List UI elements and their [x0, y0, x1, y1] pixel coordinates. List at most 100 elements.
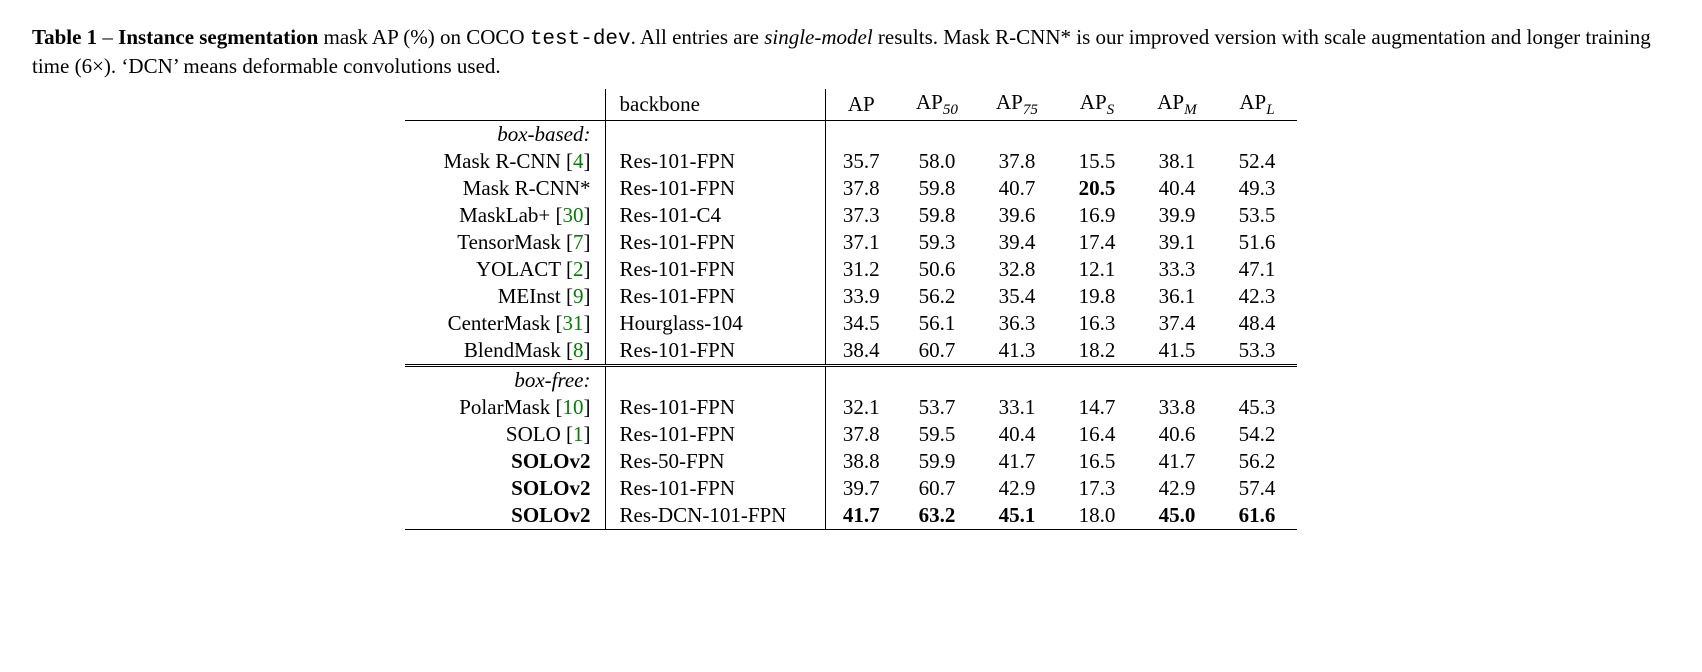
ap75-cell: 41.7 [977, 448, 1057, 475]
table-row: CenterMask [31]Hourglass-10434.556.136.3… [405, 310, 1297, 337]
backbone-cell: Res-101-FPN [605, 283, 825, 310]
aps-cell: 16.4 [1057, 421, 1137, 448]
apm-cell: 33.3 [1137, 256, 1217, 283]
table-row: SOLO [1]Res-101-FPN37.859.540.416.440.65… [405, 421, 1297, 448]
ap-cell: 33.9 [825, 283, 897, 310]
backbone-cell: Res-DCN-101-FPN [605, 502, 825, 530]
aps-cell: 12.1 [1057, 256, 1137, 283]
ap75-cell: 35.4 [977, 283, 1057, 310]
apm-cell: 40.6 [1137, 421, 1217, 448]
col-aps: APS [1057, 89, 1137, 121]
table-row: Mask R-CNN*Res-101-FPN37.859.840.720.540… [405, 175, 1297, 202]
apl-cell: 47.1 [1217, 256, 1297, 283]
method-cell: TensorMask [7] [405, 229, 605, 256]
apm-cell: 42.9 [1137, 475, 1217, 502]
aps-cell: 18.0 [1057, 502, 1137, 530]
method-cell: PolarMask [10] [405, 394, 605, 421]
method-cell: BlendMask [8] [405, 337, 605, 366]
apm-cell: 45.0 [1137, 502, 1217, 530]
apm-cell: 39.1 [1137, 229, 1217, 256]
backbone-cell: Res-101-FPN [605, 175, 825, 202]
apl-cell: 53.5 [1217, 202, 1297, 229]
method-cell: SOLOv2 [405, 448, 605, 475]
ap50-cell: 59.8 [897, 202, 977, 229]
method-cell: SOLOv2 [405, 475, 605, 502]
ap75-cell: 36.3 [977, 310, 1057, 337]
backbone-cell: Res-101-C4 [605, 202, 825, 229]
col-apm: APM [1137, 89, 1217, 121]
aps-cell: 16.9 [1057, 202, 1137, 229]
apl-cell: 54.2 [1217, 421, 1297, 448]
ap75-cell: 39.4 [977, 229, 1057, 256]
ap50-cell: 59.3 [897, 229, 977, 256]
ap50-cell: 60.7 [897, 475, 977, 502]
aps-cell: 16.3 [1057, 310, 1137, 337]
apm-cell: 41.7 [1137, 448, 1217, 475]
ap-cell: 41.7 [825, 502, 897, 530]
section-row: box-free: [405, 365, 1297, 394]
ap-cell: 32.1 [825, 394, 897, 421]
ap-cell: 37.3 [825, 202, 897, 229]
aps-cell: 19.8 [1057, 283, 1137, 310]
col-ap: AP [825, 89, 897, 121]
table-row: Mask R-CNN [4]Res-101-FPN35.758.037.815.… [405, 148, 1297, 175]
backbone-cell: Res-101-FPN [605, 229, 825, 256]
apl-cell: 52.4 [1217, 148, 1297, 175]
caption-title: Instance segmentation [118, 25, 318, 49]
method-cell: MaskLab+ [30] [405, 202, 605, 229]
table-caption: Table 1 – Instance segmentation mask AP … [32, 24, 1670, 81]
ap-cell: 37.1 [825, 229, 897, 256]
ap-cell: 37.8 [825, 421, 897, 448]
caption-code: test-dev [530, 28, 631, 51]
col-backbone: backbone [605, 89, 825, 121]
apm-cell: 33.8 [1137, 394, 1217, 421]
results-table: backbone AP AP50 AP75 APS APM APL box-ba… [405, 89, 1297, 530]
method-cell: SOLOv2 [405, 502, 605, 530]
ap-cell: 38.8 [825, 448, 897, 475]
apl-cell: 49.3 [1217, 175, 1297, 202]
ap50-cell: 56.2 [897, 283, 977, 310]
ap50-cell: 63.2 [897, 502, 977, 530]
apm-cell: 38.1 [1137, 148, 1217, 175]
ap50-cell: 59.9 [897, 448, 977, 475]
table-row: SOLOv2Res-DCN-101-FPN41.763.245.118.045.… [405, 502, 1297, 530]
backbone-cell: Res-50-FPN [605, 448, 825, 475]
apm-cell: 39.9 [1137, 202, 1217, 229]
backbone-cell: Res-101-FPN [605, 148, 825, 175]
aps-cell: 18.2 [1057, 337, 1137, 366]
method-cell: YOLACT [2] [405, 256, 605, 283]
aps-cell: 17.3 [1057, 475, 1137, 502]
aps-cell: 14.7 [1057, 394, 1137, 421]
aps-cell: 20.5 [1057, 175, 1137, 202]
section-row: box-based: [405, 120, 1297, 148]
apl-cell: 48.4 [1217, 310, 1297, 337]
ap50-cell: 59.5 [897, 421, 977, 448]
backbone-cell: Res-101-FPN [605, 256, 825, 283]
ap-cell: 34.5 [825, 310, 897, 337]
backbone-cell: Res-101-FPN [605, 337, 825, 366]
ap-cell: 38.4 [825, 337, 897, 366]
ap-cell: 31.2 [825, 256, 897, 283]
ap50-cell: 53.7 [897, 394, 977, 421]
table-row: SOLOv2Res-101-FPN39.760.742.917.342.957.… [405, 475, 1297, 502]
apm-cell: 37.4 [1137, 310, 1217, 337]
apl-cell: 45.3 [1217, 394, 1297, 421]
ap-cell: 39.7 [825, 475, 897, 502]
table-row: YOLACT [2]Res-101-FPN31.250.632.812.133.… [405, 256, 1297, 283]
table-row: BlendMask [8]Res-101-FPN38.460.741.318.2… [405, 337, 1297, 366]
method-cell: MEInst [9] [405, 283, 605, 310]
col-ap50: AP50 [897, 89, 977, 121]
ap75-cell: 41.3 [977, 337, 1057, 366]
ap75-cell: 42.9 [977, 475, 1057, 502]
ap75-cell: 40.7 [977, 175, 1057, 202]
method-cell: Mask R-CNN [4] [405, 148, 605, 175]
section-label: box-based: [405, 120, 605, 148]
ap75-cell: 45.1 [977, 502, 1057, 530]
ap50-cell: 58.0 [897, 148, 977, 175]
apl-cell: 61.6 [1217, 502, 1297, 530]
ap50-cell: 60.7 [897, 337, 977, 366]
table-row: SOLOv2Res-50-FPN38.859.941.716.541.756.2 [405, 448, 1297, 475]
method-cell: CenterMask [31] [405, 310, 605, 337]
table-row: PolarMask [10]Res-101-FPN32.153.733.114.… [405, 394, 1297, 421]
backbone-cell: Hourglass-104 [605, 310, 825, 337]
